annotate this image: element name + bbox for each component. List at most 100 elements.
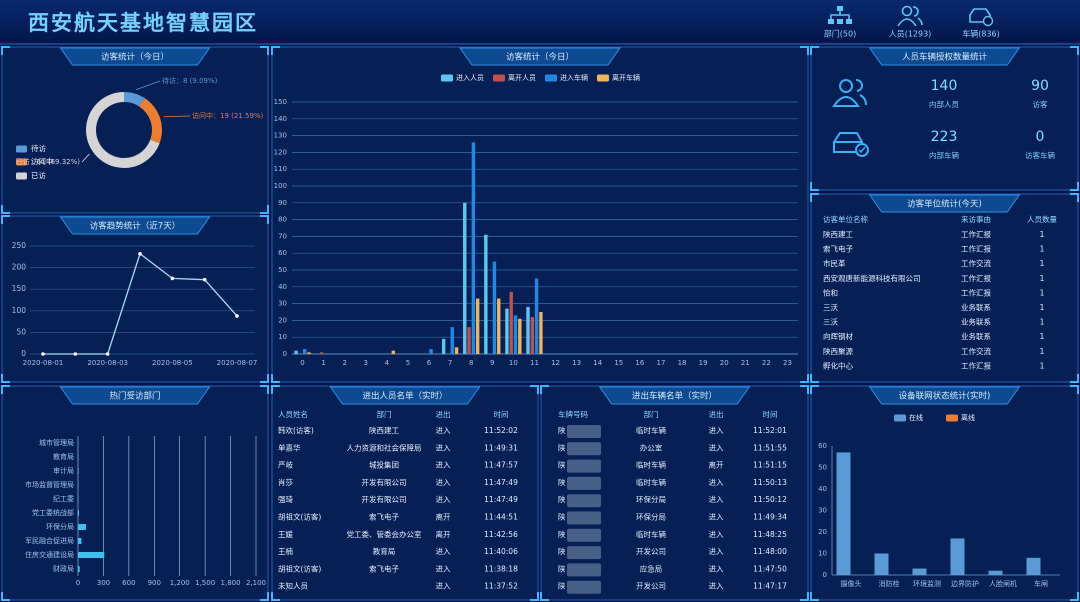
plate-blur (567, 580, 601, 594)
bar (307, 352, 311, 354)
panel-corner (260, 215, 269, 224)
y-tick-label: 军民融合促进局 (25, 536, 74, 545)
legend-label: 离开人员 (508, 73, 536, 82)
panel (1, 385, 269, 601)
panel (1, 46, 269, 214)
x-tick-label: 2 (342, 359, 346, 367)
table-cell: 1 (1040, 332, 1045, 341)
bar (1026, 557, 1041, 575)
table-cell: 陕西建工 (823, 229, 853, 239)
x-tick-label: 1 (321, 359, 325, 367)
y-tick-label: 60 (818, 442, 827, 450)
x-tick-label: 1,500 (195, 579, 215, 587)
table-header: 时间 (763, 409, 778, 419)
nav-label[interactable]: 部门(50) (824, 29, 856, 39)
y-tick-label: 130 (274, 132, 287, 140)
x-tick-label: 11 (530, 359, 539, 367)
legend-label: 已访 (31, 170, 46, 180)
bar (492, 261, 497, 354)
nav-icon (830, 11, 850, 19)
panel-corner (540, 385, 549, 394)
x-tick-label: 2020-08-05 (152, 359, 193, 367)
table-cell: 进入 (709, 530, 724, 539)
panel-corner (800, 46, 809, 55)
table-cell: 西安观唐新能源科技有限公司 (823, 273, 921, 283)
y-tick-label: 200 (12, 263, 27, 272)
nav-icon (897, 18, 917, 27)
table-cell: 临时车辆 (636, 477, 666, 487)
table-cell: 1 (1040, 259, 1045, 268)
y-tick-label: 250 (12, 241, 27, 250)
table-cell: 进入 (709, 478, 724, 487)
legend-swatch (597, 74, 609, 82)
panel-corner (800, 592, 809, 601)
table-cell: 孵化中心 (823, 360, 853, 370)
leader-line (163, 115, 191, 118)
table-header: 人员数量 (1027, 214, 1057, 224)
table-cell: 离开 (436, 529, 451, 539)
table-cell: 11:47:17 (753, 582, 787, 591)
legend-label: 在线 (909, 413, 923, 422)
table-cell: 1 (1040, 347, 1045, 356)
table-cell: 进入 (709, 443, 724, 452)
bar (539, 312, 543, 354)
panel-corner (1070, 592, 1079, 601)
panel-corner (260, 385, 269, 394)
table-header: 时间 (494, 409, 509, 419)
nav-label[interactable]: 人员(1293) (889, 30, 932, 39)
bar (836, 452, 851, 575)
table-cell: 11:42:56 (484, 530, 518, 539)
y-tick-label: 140 (274, 115, 287, 123)
table-cell: 进入 (709, 513, 724, 522)
x-tick-label: 12 (551, 359, 560, 367)
line-point (138, 251, 142, 256)
panel (271, 385, 539, 601)
x-tick-label: 21 (741, 359, 750, 367)
x-tick-label: 4 (385, 359, 390, 367)
nav-label[interactable]: 车辆(836) (962, 29, 1000, 39)
table-cell: 进入 (436, 461, 451, 470)
table-cell: 韩欢(访客) (278, 425, 314, 435)
y-tick-label: 60 (278, 249, 287, 257)
legend-label: 访问中 (31, 156, 54, 166)
plate-blur (567, 494, 601, 508)
table-cell: 11:47:50 (753, 564, 787, 573)
y-tick-label: 环保分局 (46, 522, 74, 531)
table-cell: 办公室 (640, 442, 663, 452)
table-cell: 业务联系 (961, 302, 991, 312)
line-point (235, 314, 239, 318)
panel-corner (810, 182, 819, 191)
table-cell: 11:52:01 (753, 426, 787, 435)
bar (484, 234, 488, 354)
y-tick-label: 0 (283, 350, 287, 358)
x-tick-label: 10 (509, 359, 518, 367)
bar (78, 538, 82, 544)
x-tick-label: 1,800 (221, 579, 241, 587)
table-header: 部门 (377, 409, 392, 419)
table-cell: 1 (1040, 274, 1045, 283)
y-tick-label: 110 (274, 165, 287, 173)
table-cell: 索飞电子 (369, 512, 399, 522)
panel-corner (260, 46, 269, 55)
bar (526, 306, 530, 354)
leader-line (135, 80, 161, 91)
y-tick-label: 50 (278, 266, 287, 274)
panel-corner (810, 46, 819, 55)
panel-corner (271, 592, 280, 601)
table-cell: 11:44:51 (484, 513, 518, 522)
table-cell: 11:38:18 (484, 564, 518, 573)
plate-blur (567, 425, 601, 438)
panel-corner (530, 592, 539, 601)
y-tick-label: 120 (274, 148, 287, 156)
plate-blur (567, 442, 601, 456)
table-cell: 陕 (558, 477, 566, 487)
panel-corner (1070, 46, 1079, 55)
stat-value: 223 (931, 129, 958, 145)
panel-tab (868, 194, 1021, 213)
pie-slice (139, 98, 162, 144)
icon (839, 79, 853, 93)
y-tick-label: 市场监督管理局 (25, 480, 74, 489)
table-cell: 陕西建工 (369, 425, 399, 435)
table-cell: 开发公司 (636, 581, 666, 591)
